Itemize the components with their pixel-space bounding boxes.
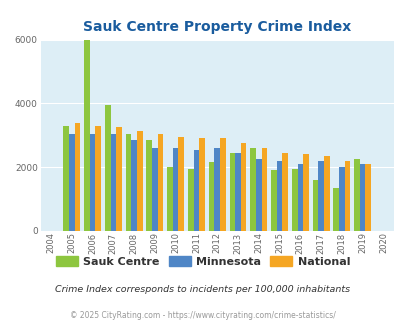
Bar xyxy=(75,122,80,231)
Text: © 2025 CityRating.com - https://www.cityrating.com/crime-statistics/: © 2025 CityRating.com - https://www.city… xyxy=(70,312,335,320)
Bar xyxy=(318,161,323,231)
Bar xyxy=(126,134,131,231)
Bar xyxy=(116,127,121,231)
Bar xyxy=(344,161,350,231)
Bar xyxy=(303,154,308,231)
Bar xyxy=(110,134,116,231)
Bar xyxy=(146,140,152,231)
Bar xyxy=(234,153,240,231)
Bar xyxy=(240,143,246,231)
Bar xyxy=(312,180,318,231)
Bar xyxy=(276,161,281,231)
Bar xyxy=(131,140,136,231)
Bar xyxy=(214,148,220,231)
Bar xyxy=(359,164,364,231)
Bar xyxy=(281,153,287,231)
Bar xyxy=(178,137,183,231)
Bar xyxy=(193,150,199,231)
Bar xyxy=(136,130,142,231)
Bar xyxy=(323,156,329,231)
Bar xyxy=(157,134,163,231)
Bar xyxy=(255,159,261,231)
Bar xyxy=(90,134,95,231)
Bar xyxy=(167,167,173,231)
Bar xyxy=(354,159,359,231)
Text: Crime Index corresponds to incidents per 100,000 inhabitants: Crime Index corresponds to incidents per… xyxy=(55,285,350,294)
Bar xyxy=(95,126,101,231)
Bar xyxy=(63,126,69,231)
Bar xyxy=(152,148,157,231)
Bar xyxy=(261,148,266,231)
Bar xyxy=(188,169,193,231)
Bar xyxy=(173,148,178,231)
Bar xyxy=(208,162,214,231)
Bar xyxy=(220,139,225,231)
Bar xyxy=(297,164,303,231)
Legend: Sauk Centre, Minnesota, National: Sauk Centre, Minnesota, National xyxy=(51,251,354,271)
Bar xyxy=(229,153,234,231)
Bar xyxy=(84,40,90,231)
Title: Sauk Centre Property Crime Index: Sauk Centre Property Crime Index xyxy=(83,20,350,34)
Bar xyxy=(199,139,205,231)
Bar xyxy=(364,164,370,231)
Bar xyxy=(338,167,344,231)
Bar xyxy=(291,169,297,231)
Bar xyxy=(271,170,276,231)
Bar xyxy=(250,148,255,231)
Bar xyxy=(104,105,110,231)
Bar xyxy=(69,134,75,231)
Bar xyxy=(333,188,338,231)
